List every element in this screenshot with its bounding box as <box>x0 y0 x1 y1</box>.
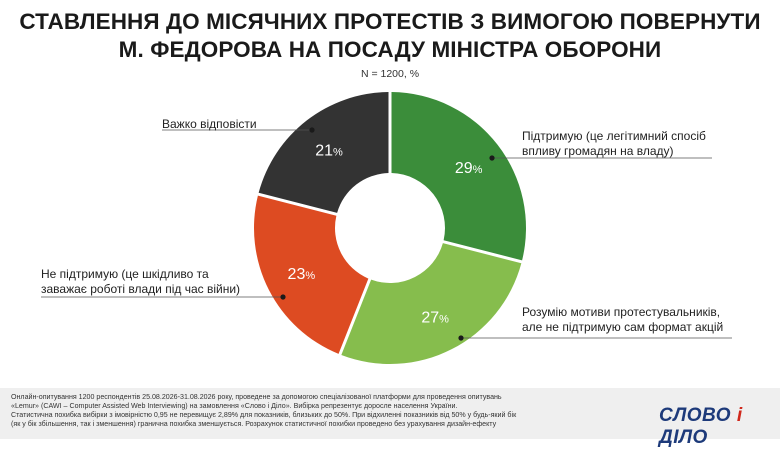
title-line: М. ФЕДОРОВА НА ПОСАДУ МІНІСТРА ОБОРОНИ <box>118 37 662 62</box>
leader-dot-understand <box>458 335 464 341</box>
donut-slice-hard-to-say <box>258 92 389 213</box>
title-line: СТАВЛЕННЯ ДО МІСЯЧНИХ ПРОТЕСТІВ З ВИМОГО… <box>19 9 761 34</box>
legend-label-understand: Розумію мотиви протестувальників, але не… <box>522 305 723 335</box>
footnote-line: (як у бік збільшення, так і зменшення) г… <box>11 420 497 428</box>
leader-dot-support <box>489 155 495 161</box>
leader-dot-hard-to-say <box>309 127 315 133</box>
label-line: заважає роботі влади під час війни) <box>41 282 241 296</box>
data-label-understand: 27% <box>421 310 449 327</box>
logo-part: ДІЛО <box>659 427 708 448</box>
label-line: Не підтримую (це шкідливо та <box>41 267 209 281</box>
legend-label-support: Підтримую (це легітимний спосіб впливу г… <box>522 129 706 159</box>
label-line: Важко відповісти <box>162 117 257 131</box>
footnote-line: Онлайн-опитування 1200 респондентів 25.0… <box>11 393 502 401</box>
footer-bar <box>0 388 780 439</box>
label-line: Розумію мотиви протестувальників, <box>522 305 721 319</box>
label-line: впливу громадян на владу) <box>522 144 674 158</box>
footnote-line: Статистична похибка вибірки з імовірніст… <box>11 411 517 419</box>
leader-dot-oppose <box>280 294 286 300</box>
methodology-footnote: Онлайн-опитування 1200 респондентів 25.0… <box>11 393 611 429</box>
label-line: але не підтримую сам формат акцій <box>522 320 724 334</box>
footnote-line: «Lemur» (CAWI – Computer Assisted Web In… <box>11 402 458 410</box>
donut-chart: 29% 27% 23% 21% <box>41 92 732 365</box>
label-line: Підтримую (це легітимний спосіб <box>522 129 706 143</box>
chart-title: СТАВЛЕННЯ ДО МІСЯЧНИХ ПРОТЕСТІВ З ВИМОГО… <box>0 8 780 64</box>
brand-logo: СЛОВО і ДІЛО <box>659 405 780 449</box>
donut-slice-support <box>391 92 526 261</box>
sample-size-label: N = 1200, % <box>360 68 420 80</box>
donut-slice-oppose <box>253 195 369 354</box>
data-label-oppose: 23% <box>288 266 316 283</box>
donut-slice-understand <box>341 243 522 365</box>
data-label-support: 29% <box>455 160 483 177</box>
data-label-hard-to-say: 21% <box>315 142 343 159</box>
legend-label-hard-to-say: Важко відповісти <box>162 117 257 132</box>
legend-label-oppose: Не підтримую (це шкідливо та заважає роб… <box>41 267 240 297</box>
logo-part: і <box>736 405 743 426</box>
logo-part: СЛОВО <box>659 405 737 426</box>
